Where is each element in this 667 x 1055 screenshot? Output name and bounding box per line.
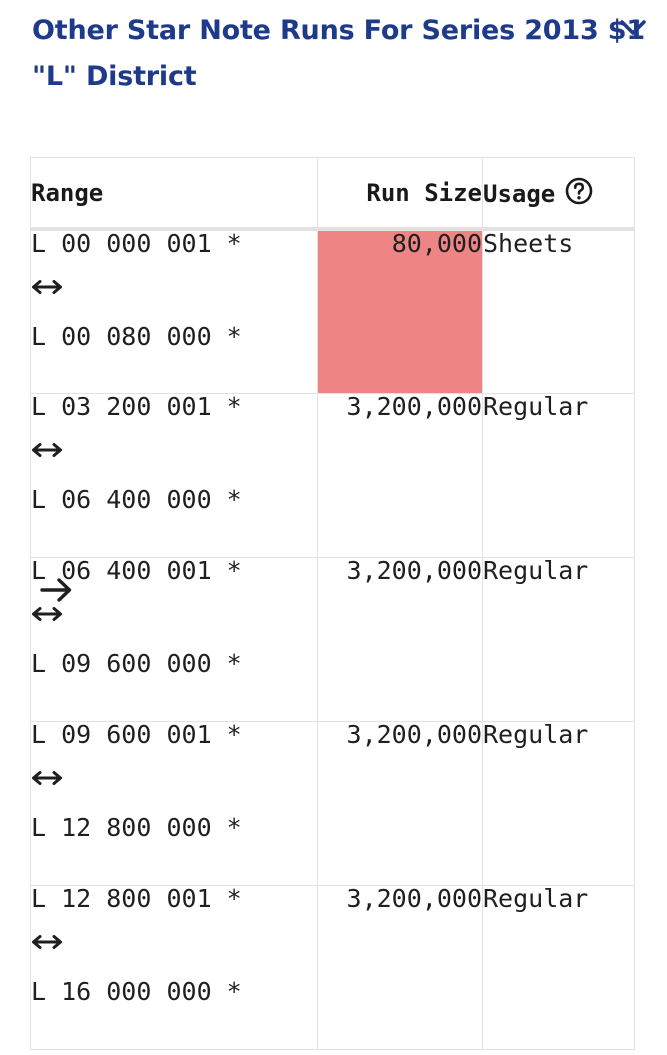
range-cell: L 06 400 001 * L 09 600 000 * [30,555,318,722]
left-right-arrow-icon [32,442,62,457]
range-cell: L 03 200 001 * L 06 400 000 * [30,391,318,558]
usage-cell: Regular [482,720,635,886]
run-size-cell: 80,000 [317,228,483,394]
range-start: L 00 000 001 * [31,229,242,258]
range-start: L 06 400 001 * [31,555,242,585]
range-end: L 06 400 000 * [31,484,242,514]
run-size-cell: 3,200,000 [317,556,483,722]
table-row: L 03 200 001 * L 06 400 000 * 3,200,000 … [30,391,635,558]
usage-cell: Sheets [482,228,635,394]
range-start: L 03 200 001 * [31,391,242,421]
range-cell: L 00 000 001 * L 00 080 000 * [30,228,318,394]
table-header-row: Range Run Size Usage [30,157,635,231]
table-body: L 00 000 001 * L 00 080 000 * 80,000 She… [30,228,635,1050]
table-row: L 06 400 001 * L 09 600 000 * 3,200,000 … [30,555,635,722]
left-right-arrow-icon [32,606,62,621]
current-row-arrow-icon [40,577,72,602]
left-right-arrow-icon [32,280,62,294]
range-start: L 12 800 001 * [31,883,242,913]
table-row: L 00 000 001 * L 00 080 000 * 80,000 She… [30,228,635,394]
usage-cell: Regular [482,556,635,722]
left-right-arrow-icon [32,770,62,785]
range-end: L 12 800 000 * [31,812,242,842]
usage-column-header: Usage [482,157,635,231]
usage-header-label: Usage [483,180,556,208]
run-size-cell: 3,200,000 [317,392,483,558]
run-size-column-header: Run Size [317,157,483,231]
help-icon[interactable] [565,177,593,205]
run-size-cell: 3,200,000 [317,884,483,1050]
run-size-cell: 3,200,000 [317,720,483,886]
chevron-down-icon[interactable] [619,17,647,39]
range-start: L 09 600 001 * [31,719,242,749]
range-end: L 16 000 000 * [31,976,242,1006]
star-runs-table: Range Run Size Usage L 00 000 001 * L 00… [30,157,635,1050]
table-row: L 12 800 001 * L 16 000 000 * 3,200,000 … [30,883,635,1050]
range-cell: L 12 800 001 * L 16 000 000 * [30,883,318,1050]
range-cell: L 09 600 001 * L 12 800 000 * [30,719,318,886]
range-column-header: Range [30,157,318,231]
table-row: L 09 600 001 * L 12 800 000 * 3,200,000 … [30,719,635,886]
range-end: L 09 600 000 * [31,648,242,678]
usage-cell: Regular [482,392,635,558]
left-right-arrow-icon [32,934,62,949]
range-end: L 00 080 000 * [31,322,242,351]
page-title: Other Star Note Runs For Series 2013 $1 … [32,15,645,92]
usage-cell: Regular [482,884,635,1050]
